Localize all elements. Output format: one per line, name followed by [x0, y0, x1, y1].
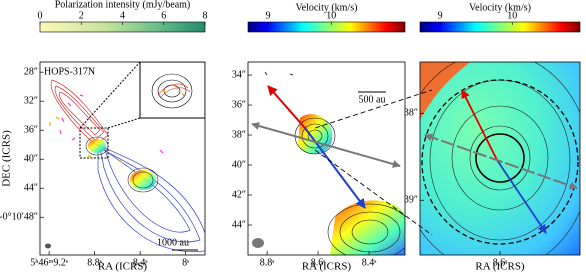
x-tick-label: 8.6ˢ [311, 257, 326, 268]
colorbar-tick-label: 9 [266, 10, 271, 21]
colorbar-tick-label: 9 [438, 10, 443, 21]
y-tick-label: 42″ [232, 189, 246, 200]
x-tick-label: 8.8ˢ [260, 257, 275, 268]
panel-1-image [45, 62, 205, 252]
annotation: 500 au [359, 94, 386, 105]
colorbar-label: Velocity (km/s) [296, 2, 358, 13]
x-axis-label: RA (ICRS) [302, 261, 352, 273]
panel-3-image [420, 62, 580, 255]
x-tick-label: 8.6ˢ [493, 257, 508, 268]
colorbar [247, 21, 406, 33]
y-tick-label: 44″ [232, 219, 246, 230]
y-axis-label: DEC (ICRS) [1, 130, 13, 187]
colorbar-tick-label: 10 [507, 10, 517, 21]
y-tick-label: 36″ [24, 124, 38, 135]
colorbar-tick-label: 10 [326, 10, 336, 21]
y-tick-label: 39″ [404, 195, 418, 206]
colorbar [419, 21, 581, 33]
x-tick-label: 8.4ˢ [362, 257, 377, 268]
annotation: HOPS-317N [44, 66, 95, 77]
colorbar-tick-label: 4 [120, 10, 125, 21]
colorbar-label: Velocity (km/s) [469, 2, 531, 13]
colorbar-tick-label: 2 [79, 10, 84, 21]
plot-frame [39, 61, 206, 256]
annotation: 1000 au [157, 237, 189, 248]
y-tick-label: 40″ [232, 159, 246, 170]
y-tick-label: 38″ [232, 129, 246, 140]
x-axis-label: RA (ICRS) [475, 261, 525, 273]
y-tick-label: -0°10′48″ [0, 212, 38, 223]
plot-frame [247, 61, 406, 256]
y-tick-label: 28″ [24, 66, 38, 77]
colorbar-tick-label: 8 [203, 10, 208, 21]
y-tick-label: 38″ [404, 108, 418, 119]
colorbar-label: Polarization intensity (mJy/beam) [55, 0, 191, 10]
colorbar-tick-label: 0 [38, 10, 43, 21]
zoom-lines [314, 89, 433, 236]
x-tick-label: 8.8ˢ [87, 257, 102, 268]
y-tick-label: 36″ [232, 99, 246, 110]
y-tick-label: 32″ [24, 95, 38, 106]
colorbar-tick-label: 6 [161, 10, 166, 21]
panel-2-image [251, 71, 405, 255]
y-tick-label: 44″ [24, 183, 38, 194]
x-axis-label: RA (ICRS) [98, 261, 148, 273]
y-tick-label: 34″ [232, 69, 246, 80]
x-tick-label: 8ˢ [182, 257, 189, 268]
x-tick-label: 5ʰ46ᵐ9.2ˢ [30, 257, 68, 268]
y-tick-label: 40″ [24, 154, 38, 165]
x-tick-label: 8.4ˢ [133, 257, 148, 268]
